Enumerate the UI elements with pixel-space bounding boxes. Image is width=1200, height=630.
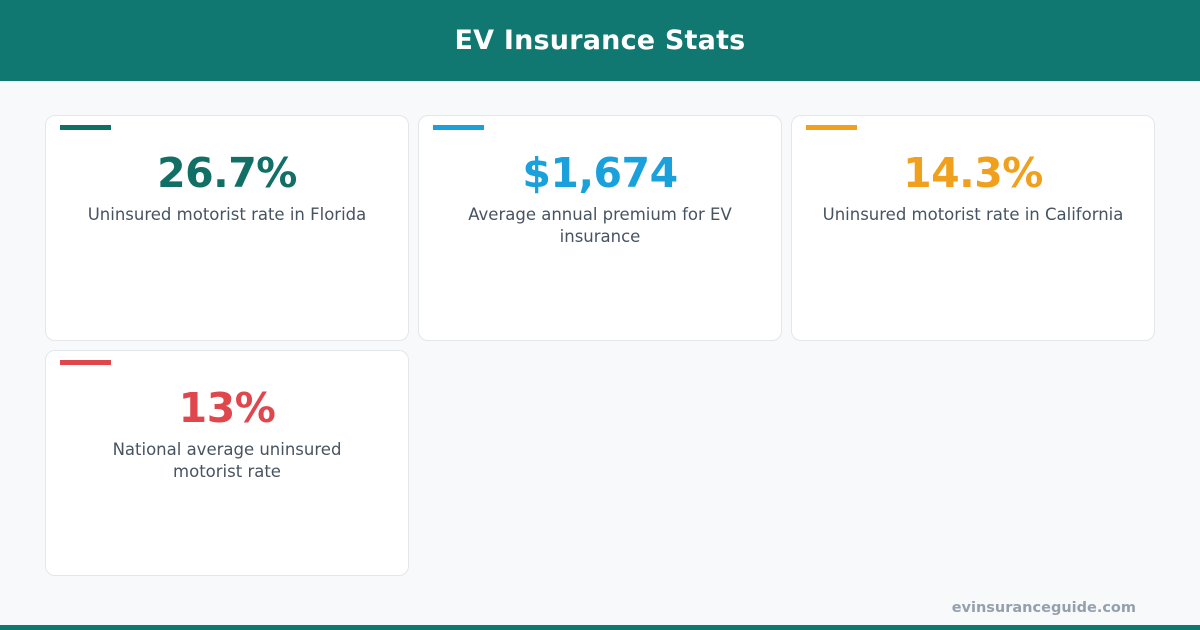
card-accent-bar — [60, 125, 111, 130]
card-accent-bar — [806, 125, 857, 130]
stat-card-florida-uninsured: 26.7% Uninsured motorist rate in Florida — [45, 115, 409, 341]
card-accent-bar — [433, 125, 484, 130]
stat-card-california-uninsured: 14.3% Uninsured motorist rate in Califor… — [791, 115, 1155, 341]
stat-card-national-uninsured: 13% National average uninsured motorist … — [45, 350, 409, 576]
site-url[interactable]: evinsuranceguide.com — [951, 600, 1136, 616]
stat-label: Uninsured motorist rate in California — [822, 205, 1124, 224]
stat-value: 13% — [178, 384, 276, 432]
header-bar: EV Insurance Stats — [0, 0, 1200, 81]
stat-label: Average annual premium for EV insurance — [468, 205, 732, 246]
stat-card-average-premium: $1,674 Average annual premium for EV ins… — [418, 115, 782, 341]
card-accent-bar — [60, 360, 111, 365]
bottom-accent-bar — [0, 625, 1200, 630]
stat-label: National average uninsured motorist rate — [112, 440, 342, 481]
stat-value: 26.7% — [157, 149, 297, 197]
page-title: EV Insurance Stats — [454, 25, 746, 56]
stat-value: 14.3% — [903, 149, 1043, 197]
stat-value: $1,674 — [522, 149, 678, 197]
stat-label: Uninsured motorist rate in Florida — [87, 205, 367, 224]
